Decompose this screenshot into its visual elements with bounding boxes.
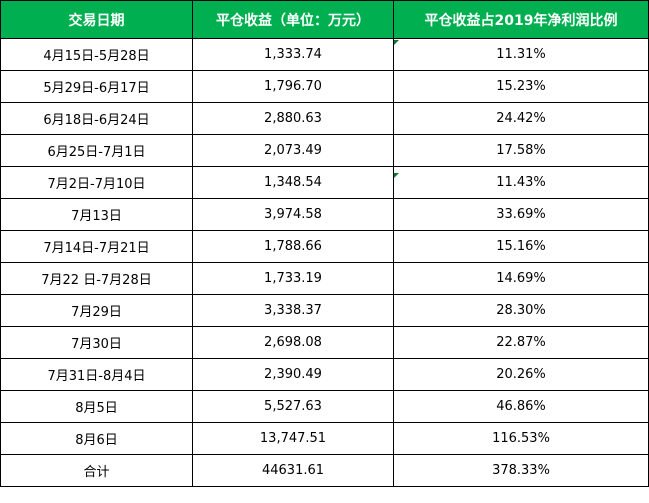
cell-date[interactable]: 7月22 日-7月28日 — [0, 262, 193, 295]
cell-ratio[interactable]: 11.43% — [393, 166, 649, 199]
cell-ratio[interactable]: 15.23% — [393, 70, 649, 103]
table-row: 7月14日-7月21日 1,788.66 15.16% — [0, 230, 649, 263]
cell-profit[interactable]: 5,527.63 — [192, 390, 394, 423]
cell-ratio[interactable]: 28.30% — [393, 294, 649, 327]
cell-date[interactable]: 7月13日 — [0, 198, 193, 231]
cell-profit[interactable]: 3,974.58 — [192, 198, 394, 231]
cell-profit[interactable]: 1,333.74 — [192, 38, 394, 71]
cell-date[interactable]: 7月14日-7月21日 — [0, 230, 193, 263]
cell-profit[interactable]: 3,338.37 — [192, 294, 394, 327]
cell-ratio[interactable]: 15.16% — [393, 230, 649, 263]
cell-date[interactable]: 7月2日-7月10日 — [0, 166, 193, 199]
table-row: 7月2日-7月10日 1,348.54 11.43% — [0, 166, 649, 199]
profit-table: 交易日期 平仓收益（单位：万元） 平仓收益占2019年净利润比例 4月15日-5… — [0, 0, 649, 487]
cell-ratio[interactable]: 46.86% — [393, 390, 649, 423]
comment-marker-icon — [394, 173, 399, 178]
table-row: 7月29日 3,338.37 28.30% — [0, 294, 649, 327]
cell-date[interactable]: 7月29日 — [0, 294, 193, 327]
cell-profit[interactable]: 13,747.51 — [192, 422, 394, 455]
cell-ratio[interactable]: 24.42% — [393, 102, 649, 135]
header-profit-ratio[interactable]: 平仓收益占2019年净利润比例 — [393, 0, 649, 39]
cell-date[interactable]: 7月31日-8月4日 — [0, 358, 193, 391]
cell-ratio[interactable]: 33.69% — [393, 198, 649, 231]
cell-date[interactable]: 8月5日 — [0, 390, 193, 423]
cell-date[interactable]: 5月29日-6月17日 — [0, 70, 193, 103]
cell-total-label[interactable]: 合计 — [0, 454, 193, 487]
table-row: 6月25日-7月1日 2,073.49 17.58% — [0, 134, 649, 167]
cell-profit[interactable]: 2,698.08 — [192, 326, 394, 359]
cell-profit[interactable]: 2,073.49 — [192, 134, 394, 167]
cell-date[interactable]: 6月18日-6月24日 — [0, 102, 193, 135]
cell-date[interactable]: 7月30日 — [0, 326, 193, 359]
table-row: 8月6日 13,747.51 116.53% — [0, 422, 649, 455]
cell-ratio[interactable]: 20.26% — [393, 358, 649, 391]
table-row: 5月29日-6月17日 1,796.70 15.23% — [0, 70, 649, 103]
cell-ratio[interactable]: 11.31% — [393, 38, 649, 71]
header-trade-date[interactable]: 交易日期 — [0, 0, 193, 39]
table-row: 7月13日 3,974.58 33.69% — [0, 198, 649, 231]
comment-marker-icon — [394, 40, 399, 45]
cell-ratio[interactable]: 116.53% — [393, 422, 649, 455]
table-row: 7月31日-8月4日 2,390.49 20.26% — [0, 358, 649, 391]
cell-profit[interactable]: 2,390.49 — [192, 358, 394, 391]
cell-date[interactable]: 8月6日 — [0, 422, 193, 455]
table-row: 6月18日-6月24日 2,880.63 24.42% — [0, 102, 649, 135]
table-row: 8月5日 5,527.63 46.86% — [0, 390, 649, 423]
total-row: 合计 44631.61 378.33% — [0, 454, 649, 487]
cell-date[interactable]: 4月15日-5月28日 — [0, 38, 193, 71]
cell-date[interactable]: 6月25日-7月1日 — [0, 134, 193, 167]
cell-ratio[interactable]: 14.69% — [393, 262, 649, 295]
cell-total-ratio[interactable]: 378.33% — [393, 454, 649, 487]
cell-profit[interactable]: 1,796.70 — [192, 70, 394, 103]
table-row: 7月22 日-7月28日 1,733.19 14.69% — [0, 262, 649, 295]
cell-total-profit[interactable]: 44631.61 — [192, 454, 394, 487]
cell-profit[interactable]: 1,348.54 — [192, 166, 394, 199]
cell-ratio[interactable]: 22.87% — [393, 326, 649, 359]
cell-profit[interactable]: 1,733.19 — [192, 262, 394, 295]
cell-profit[interactable]: 2,880.63 — [192, 102, 394, 135]
cell-ratio[interactable]: 17.58% — [393, 134, 649, 167]
table-row: 4月15日-5月28日 1,333.74 11.31% — [0, 38, 649, 71]
header-close-profit[interactable]: 平仓收益（单位：万元） — [192, 0, 394, 39]
cell-profit[interactable]: 1,788.66 — [192, 230, 394, 263]
header-row: 交易日期 平仓收益（单位：万元） 平仓收益占2019年净利润比例 — [0, 0, 649, 39]
table-row: 7月30日 2,698.08 22.87% — [0, 326, 649, 359]
